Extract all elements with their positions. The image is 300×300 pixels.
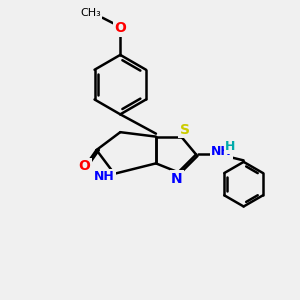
Text: S: S [180, 123, 190, 137]
Text: CH₃: CH₃ [80, 8, 101, 18]
Text: O: O [79, 159, 91, 173]
Text: N: N [171, 172, 183, 186]
Text: NH: NH [211, 145, 232, 158]
Text: O: O [114, 21, 126, 35]
Text: H: H [225, 140, 236, 153]
Text: NH: NH [94, 170, 114, 183]
